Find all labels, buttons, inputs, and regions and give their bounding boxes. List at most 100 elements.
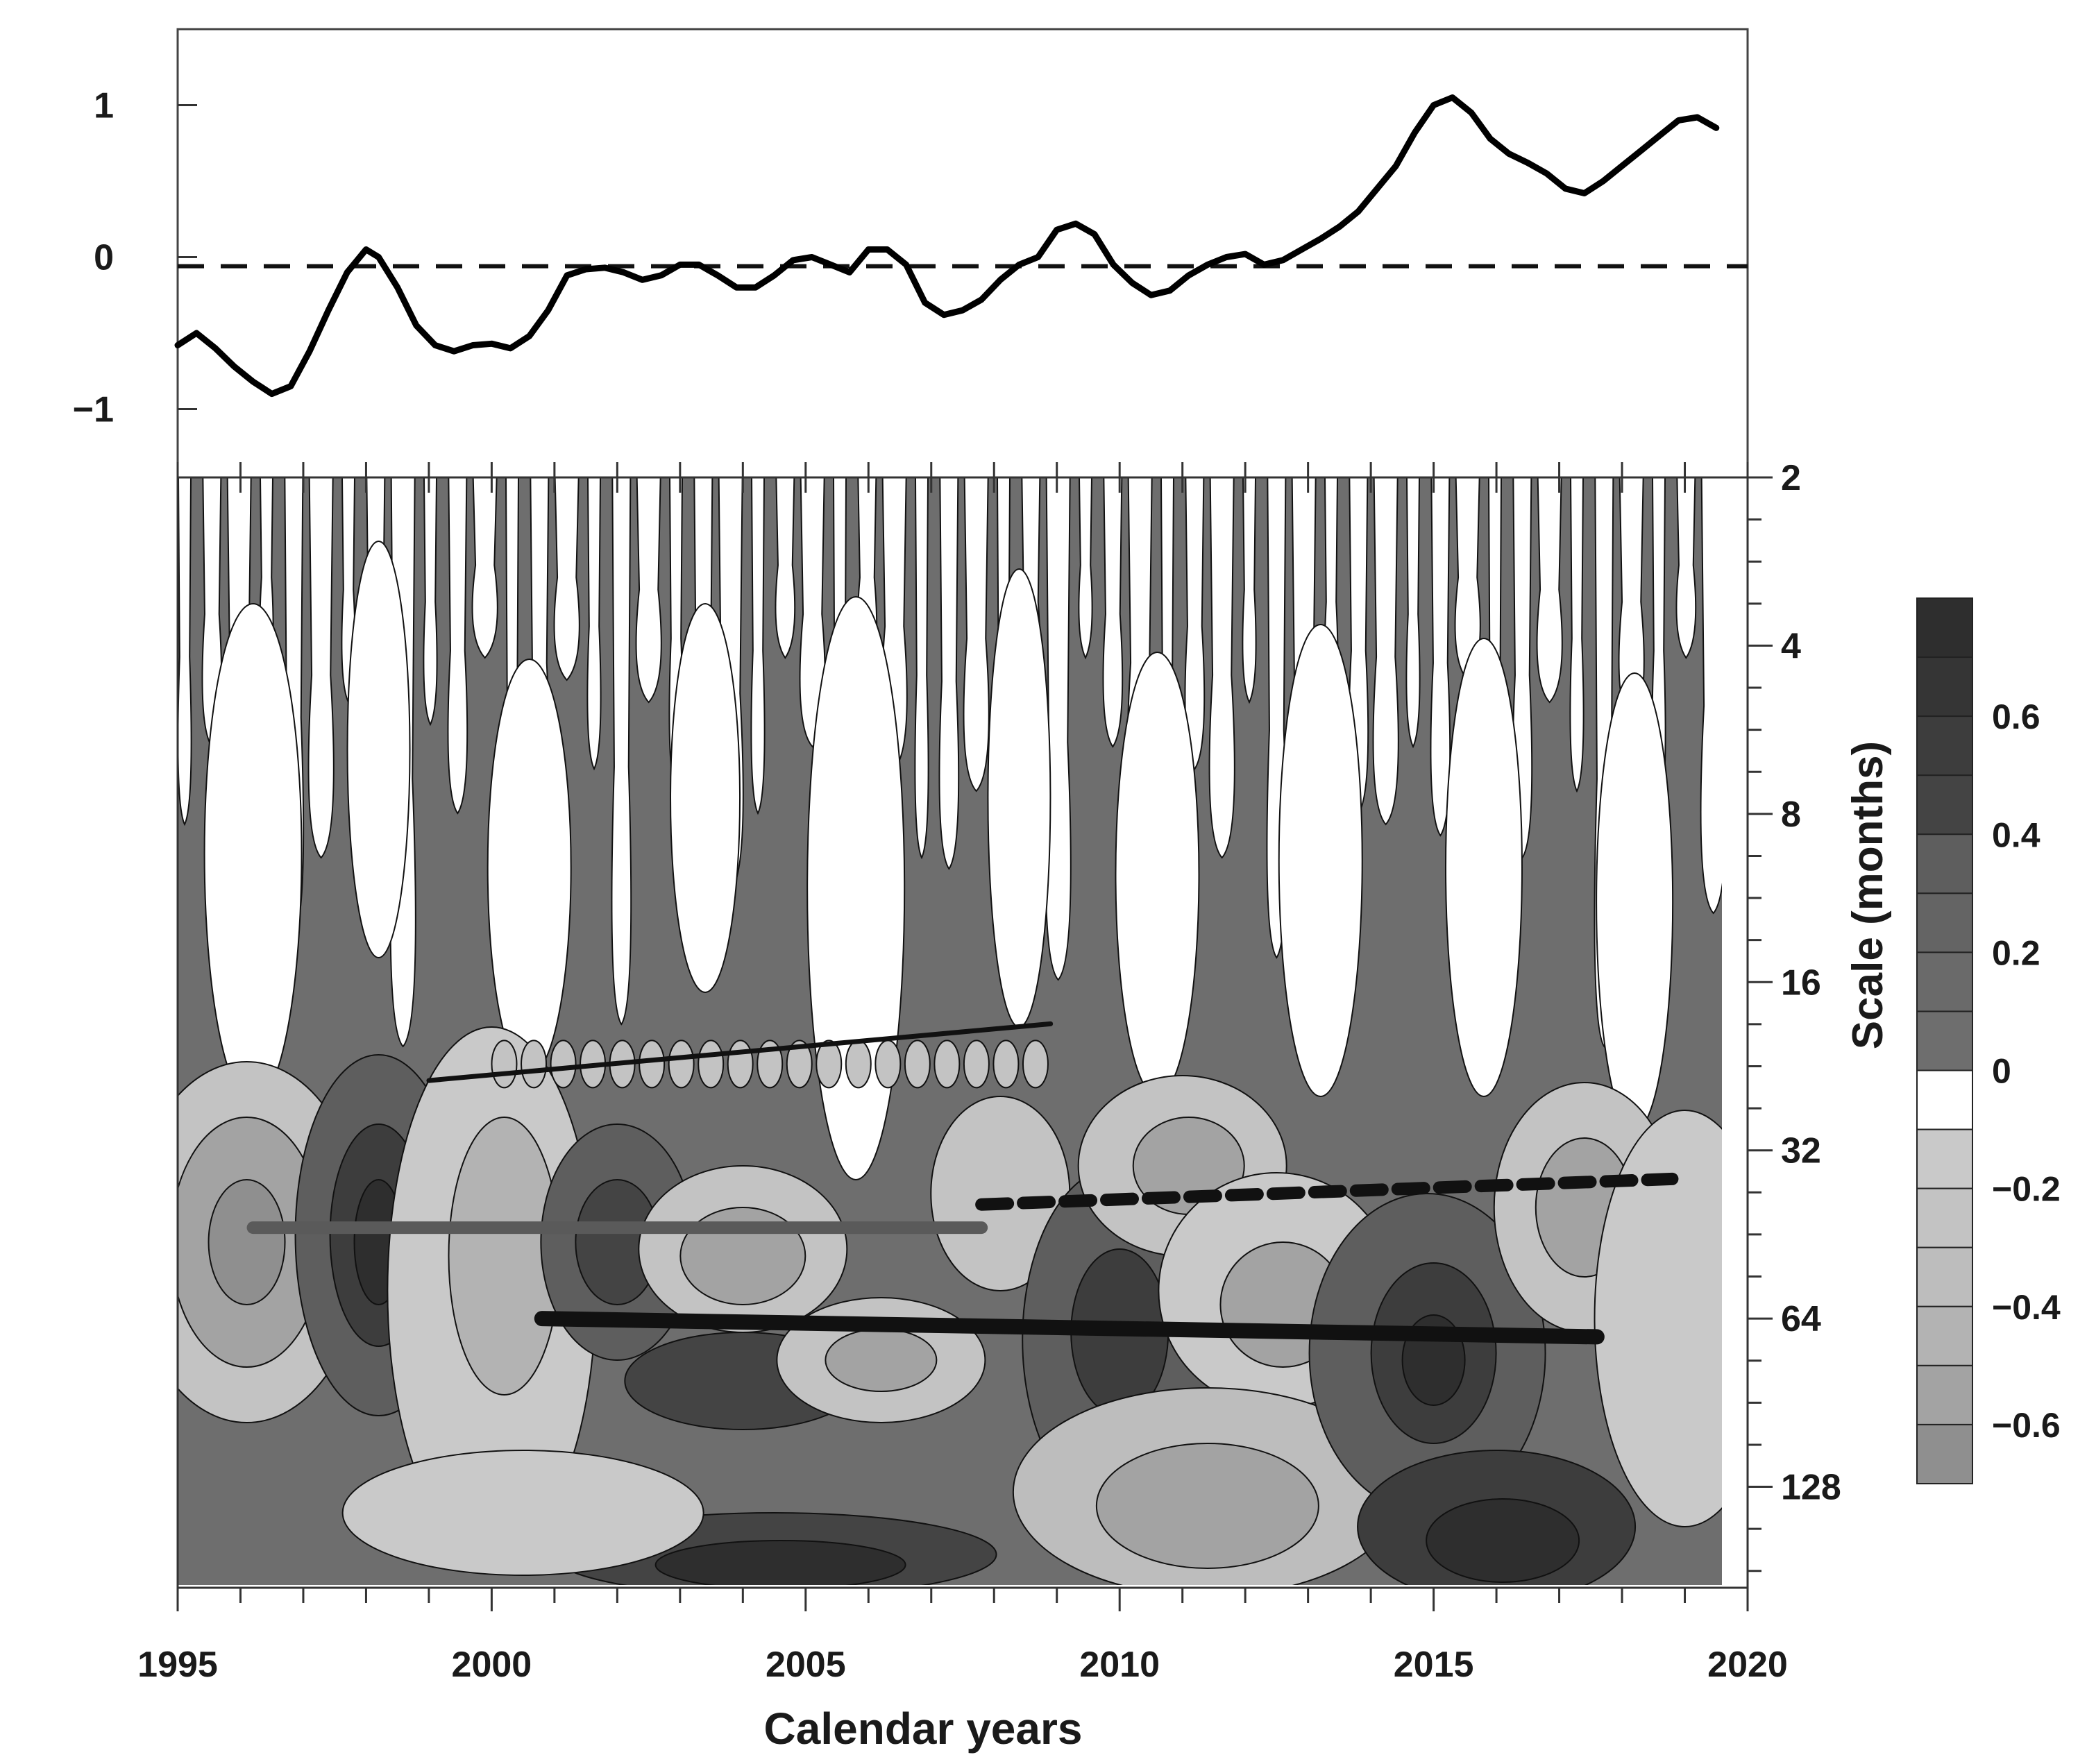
small-contour-oval [933,1040,961,1089]
fine-scale-band [1536,477,1563,704]
small-contour-oval [491,1040,518,1089]
scale-tick-label: 8 [1781,795,1801,835]
scale-tick-label: 128 [1781,1468,1841,1508]
mid-scale-lobe [806,596,906,1180]
colorbar-bin [1916,1305,1973,1366]
mid-scale-lobe [203,603,303,1104]
top-y-tick-label: 0 [94,237,114,278]
colorbar-tick-label: 0 [1992,1052,2011,1091]
contour-region [654,1540,906,1585]
fine-scale-band [307,477,335,859]
colorbar-tick-label: −0.4 [1992,1288,2061,1327]
contour-region [825,1328,938,1392]
fine-scale-band [1078,477,1093,660]
mid-scale-lobe [670,603,741,993]
colorbar-bin [1916,1010,1973,1071]
index-series-line [174,94,1720,398]
mid-scale-lobe [1278,624,1363,1097]
small-contour-oval [816,1040,843,1089]
scale-tick-label: 4 [1781,626,1801,666]
fine-scale-band [1372,477,1399,826]
x-axis-title: Calendar years [764,1704,1083,1754]
contour-region [208,1179,286,1305]
colorbar-bin [1916,833,1973,894]
fine-scale-band [1242,477,1257,704]
x-tick-label: 2020 [1707,1645,1788,1685]
scale-tick-label: 64 [1781,1299,1821,1339]
fine-scale-band [799,477,826,748]
dashed-trend [975,1172,1679,1211]
fine-scale-band [1430,477,1451,837]
colorbar-bin [1916,656,1973,718]
small-contour-oval [639,1040,666,1089]
fine-scale-band [471,477,498,659]
scale-tick-label: 32 [1781,1131,1821,1171]
x-tick-label: 2005 [766,1645,846,1685]
small-contour-oval [521,1040,548,1089]
top-panel-frame [176,28,1749,479]
small-contour-oval [845,1040,872,1089]
mid-scale-lobe [1444,638,1523,1097]
fine-scale-band [1569,477,1585,793]
small-contour-oval [963,1040,990,1089]
colorbar-bin [1916,951,1973,1012]
colorbar-bin [1916,774,1973,836]
wavelet-mid-scale-lobes [203,541,1674,1180]
colorbar-tick-label: 0.4 [1992,815,2040,854]
trend-lines [246,1021,1679,1345]
colorbar-bin [1916,597,1973,659]
colorbar-bin [1916,892,1973,953]
colorbar-bin [1916,1364,1973,1425]
colorbar-bin [1916,1246,1973,1307]
small-contour-oval [874,1040,902,1089]
small-contour-oval [698,1040,725,1089]
colorbar-bin [1916,1423,1973,1485]
mid-scale-lobe [346,541,411,958]
wavelet-heatmap-panel [178,477,1747,1585]
contour-region [1426,1498,1580,1583]
scale-tick-label: 2 [1781,458,1801,498]
colorbar-bin [1916,1069,1973,1130]
colorbar: 0.6 0.4 0.2 0 −0.2 −0.4 −0.6 [1916,597,2061,1485]
fine-scale-band [611,477,632,1026]
y-axis-title: Scale (months) [1844,741,1892,1049]
top-y-tick-label: −1 [73,389,114,430]
colorbar-bin [1916,715,1973,777]
colorbar-tick-label: −0.6 [1992,1406,2061,1445]
mid-scale-lobe [1596,672,1674,1132]
fine-scale-band [447,477,468,815]
fine-scale-band [963,477,990,792]
mid-scale-lobe [487,659,572,1076]
mid-scale-lobe [1115,652,1200,1097]
small-contour-oval [992,1040,1020,1089]
small-contour-oval [550,1040,577,1089]
colorbar-bin [1916,1128,1973,1189]
fine-scale-band [914,477,929,860]
fine-scale-band [1734,477,1747,836]
fine-scale-band [178,477,192,826]
x-tick-label: 2010 [1079,1645,1160,1685]
fine-scale-band [750,477,766,815]
top-panel: 1 0 −1 [73,85,1748,430]
small-contour-oval [1022,1040,1049,1089]
fine-scale-band [1405,477,1421,749]
thin-black-trend [426,1021,1054,1083]
x-tick-label: 1995 [137,1645,218,1685]
colorbar-tick-label: 0.2 [1992,933,2040,972]
contour-region [341,1450,704,1576]
fine-scale-band [775,477,796,659]
small-contour-oval [727,1040,754,1089]
scale-tick-label: 16 [1781,962,1821,1003]
x-tick-label: 2000 [452,1645,532,1685]
fine-scale-band [553,477,580,681]
heavy-black-trend [534,1311,1605,1345]
fine-scale-band [1102,477,1124,748]
heatmap-frame [176,476,1749,1589]
fine-scale-band [586,477,602,771]
colorbar-tick-label: −0.2 [1992,1170,2061,1209]
fine-scale-band [635,477,662,704]
small-contour-oval [904,1040,931,1089]
scale-axis: 2 4 8 16 32 64 128 [1748,458,1841,1572]
fine-scale-band [1700,477,1722,915]
